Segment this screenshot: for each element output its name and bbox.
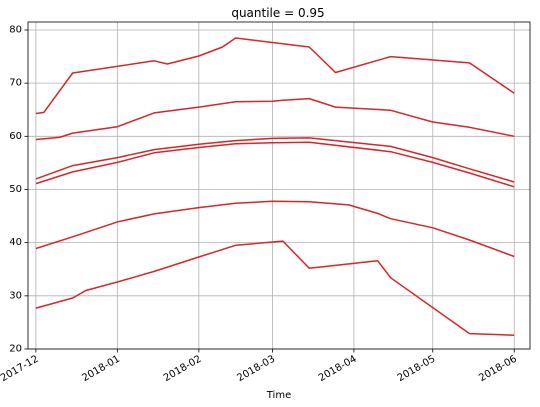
x-tick-label: 2018-01	[80, 354, 122, 384]
x-tick-label: 2018-03	[235, 354, 277, 384]
y-tick-label: 40	[9, 237, 22, 248]
series-line-4	[35, 141, 515, 188]
y-tick-label: 70	[9, 78, 22, 89]
x-tick-label: 2018-04	[317, 354, 359, 384]
series-line-1	[35, 37, 515, 115]
x-axis-label: Time	[266, 390, 291, 401]
y-tick-label: 30	[9, 290, 22, 301]
x-tick-label: 2018-02	[162, 354, 204, 384]
y-tick-label: 80	[9, 24, 22, 35]
series-line-2	[35, 97, 515, 141]
y-tick-label: 20	[9, 344, 22, 355]
series-group	[35, 37, 515, 336]
grid-lines	[28, 22, 530, 350]
y-tick-label: 50	[9, 184, 22, 195]
x-tick-label: 2017-12	[0, 354, 41, 384]
plot-frame	[27, 21, 531, 350]
series-line-5	[35, 200, 515, 258]
x-tick-label: 2018-06	[477, 354, 519, 384]
series-line-6	[35, 240, 515, 336]
x-axis: 2017-12 2018-01 2018-02 2018-03 2018-04 2018-…	[0, 349, 519, 384]
series-line-3	[35, 137, 515, 183]
x-tick-label: 2018-05	[396, 354, 438, 384]
y-tick-label: 60	[9, 131, 22, 142]
y-axis: 20 30 40 50 60 70 80	[9, 24, 28, 355]
chart-title: quantile = 0.95	[231, 6, 324, 20]
